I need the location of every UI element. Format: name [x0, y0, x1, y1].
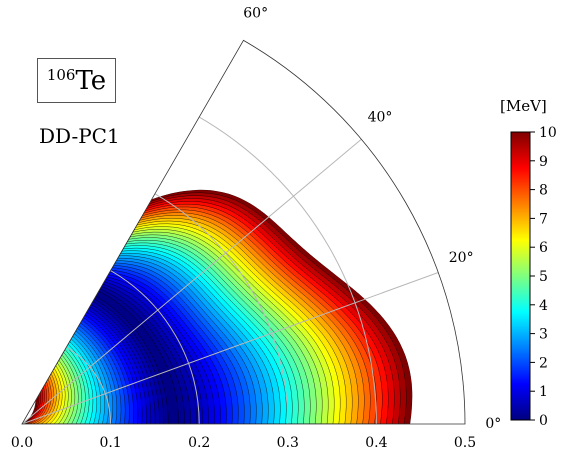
angular-tick-label: 40°	[368, 110, 393, 126]
angular-tick-labels: 0° 20° 40° 60°	[243, 5, 501, 432]
method-label: DD-PC1	[39, 124, 120, 148]
colorbar-tick-label: 4	[539, 298, 548, 314]
colorbar-unit: [MeV]	[500, 97, 547, 115]
colorbar-tick-label: 0	[539, 413, 548, 429]
colorbar-tick-label: 2	[539, 355, 548, 371]
colorbar-tick-label: 7	[539, 211, 548, 227]
radial-tick-label: 0.1	[99, 435, 121, 451]
wedge-outline	[21, 39, 466, 425]
angular-tick-label: 0°	[485, 416, 501, 432]
radial-tick-label: 0.3	[277, 435, 299, 451]
radial-tick-label: 0.5	[454, 435, 476, 451]
radial-tick-label: 0.4	[365, 435, 387, 451]
element-symbol: Te	[75, 65, 107, 96]
grid-arc	[110, 270, 200, 425]
contour-line	[22, 195, 401, 424]
mass-number: 106	[46, 65, 76, 84]
energy-band	[95, 291, 179, 424]
colorbar-tick-label: 3	[539, 327, 548, 343]
grid-spoke	[21, 272, 439, 425]
colorbar-tick-label: 10	[539, 125, 557, 141]
polar-frame	[21, 39, 466, 425]
nucleus-label-box: 106 Te	[37, 58, 116, 103]
grid-spoke	[21, 138, 362, 425]
energy-band	[94, 288, 185, 424]
grid-arc	[154, 193, 289, 425]
contour-line	[22, 201, 389, 424]
angular-tick-label: 20°	[449, 250, 474, 266]
grid-arc	[66, 346, 112, 425]
colorbar-tick-label: 5	[539, 269, 548, 285]
polar-grid	[21, 116, 439, 425]
colorbar-tick-label: 1	[539, 384, 548, 400]
colorbar-tick-label: 9	[539, 154, 548, 170]
grid-arc	[198, 116, 377, 425]
radial-tick-label: 0.2	[188, 435, 210, 451]
radial-tick-label: 0.0	[11, 435, 33, 451]
radial-tick-labels: 0.0 0.1 0.2 0.3 0.4 0.5	[11, 435, 476, 451]
colorbar-tick-label: 8	[539, 183, 548, 199]
colorbar-tick-label: 6	[539, 240, 548, 256]
angular-tick-label: 60°	[243, 5, 268, 21]
colorbar: 0 1 2 3 4 5 6 7 8 9 10	[510, 125, 557, 429]
colorbar-gradient	[510, 131, 531, 421]
